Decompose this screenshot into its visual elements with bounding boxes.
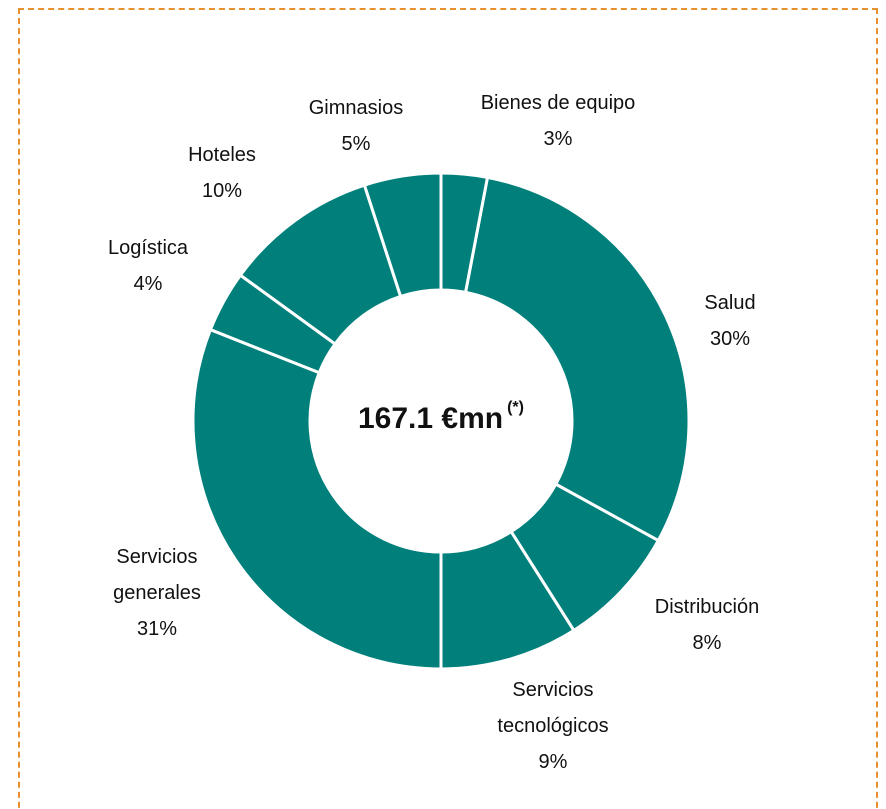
center-value: 167.1 €mn (358, 402, 503, 435)
slice-value-label: 3% (543, 128, 573, 150)
slice-label: Logística (107, 237, 189, 259)
slice-label: Servicios tecnológicos (497, 679, 609, 737)
donut-slice (439, 529, 576, 671)
donut-slice (463, 175, 691, 543)
center-label: 167.1 €mn (*) (358, 399, 524, 435)
frame (18, 8, 878, 809)
slice-label: Gimnasios (308, 97, 404, 119)
slice-label: Hoteles (188, 144, 256, 166)
donut-slice (191, 327, 443, 671)
slice-value-label: 30% (709, 328, 751, 350)
slice-value-label: 10% (201, 180, 243, 202)
slice-label: Bienes de equipo (480, 92, 636, 114)
slice-label: Salud (704, 292, 756, 314)
slice-label: Servicios generales (113, 546, 201, 604)
slice-value-label: 5% (341, 133, 371, 155)
slice-label: Distribución (654, 596, 760, 618)
slice-value-label: 4% (133, 273, 163, 295)
slice-value-label: 8% (692, 632, 722, 654)
donut-slice (439, 171, 490, 295)
center-note: (*) (507, 399, 524, 416)
slice-value-label: 31% (136, 618, 178, 640)
slice-value-label: 9% (538, 751, 568, 773)
donut-slice (208, 273, 338, 375)
